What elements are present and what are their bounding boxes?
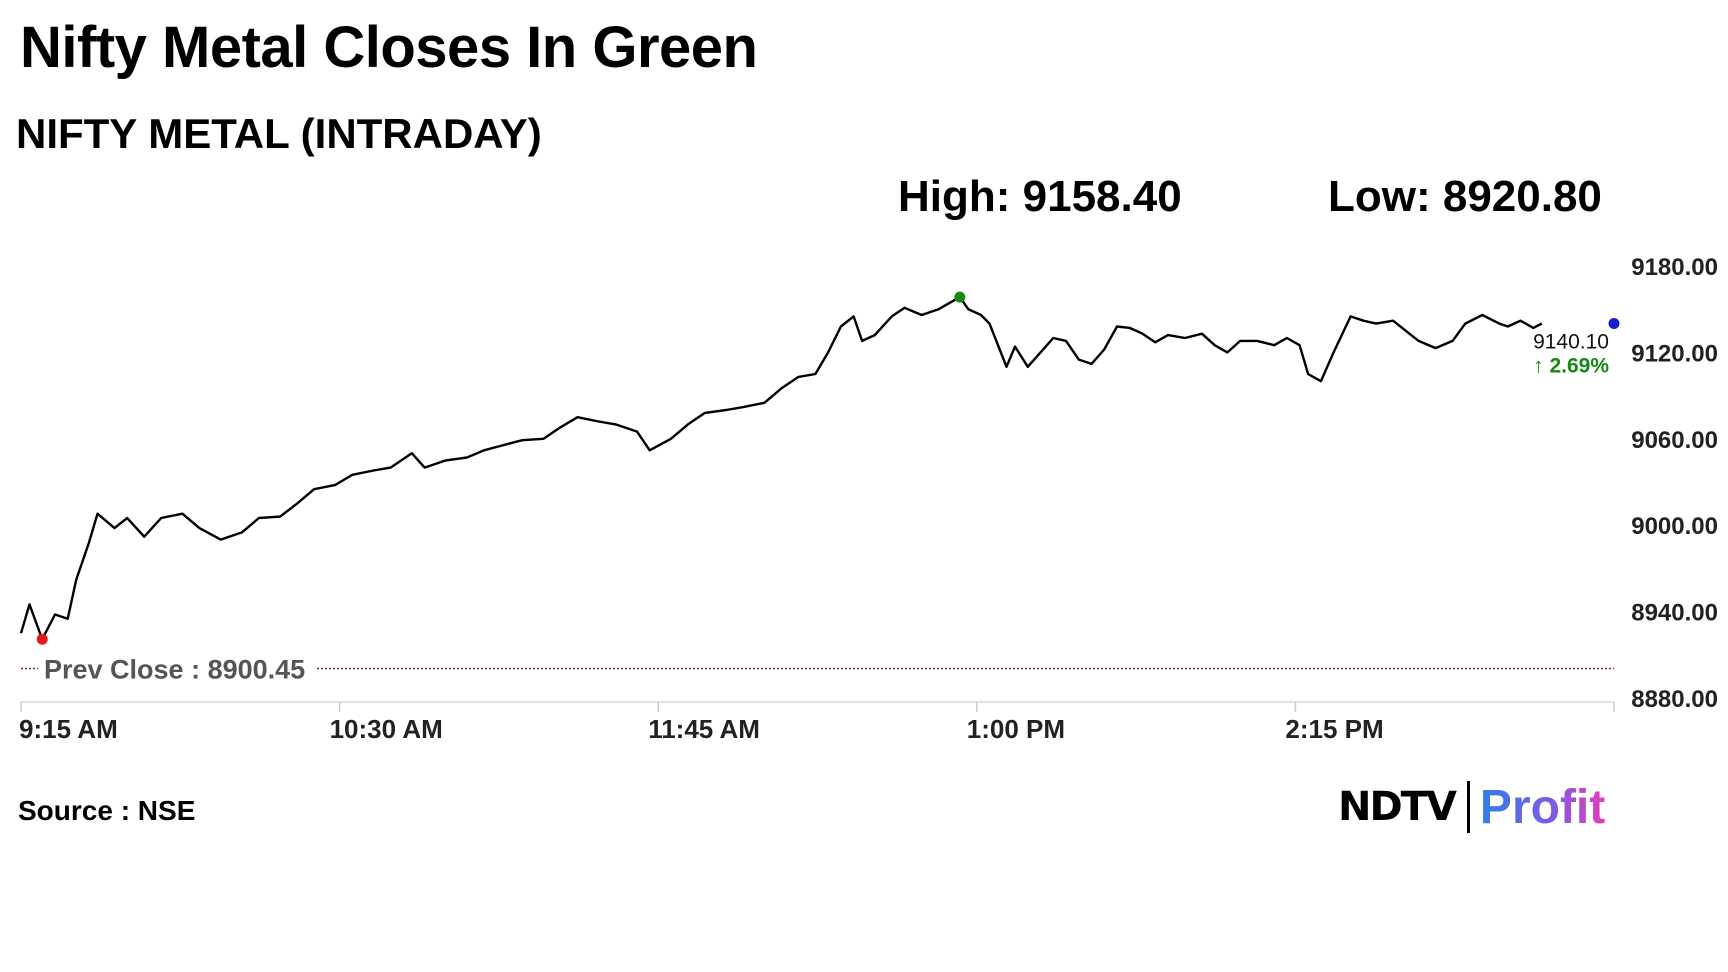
x-tick-label: 1:00 PM	[967, 714, 1065, 744]
x-tick-label: 2:15 PM	[1285, 714, 1383, 744]
y-tick-label: 9060.00	[1631, 427, 1718, 454]
prev-close-label-bg	[38, 650, 316, 685]
last-point-marker	[1608, 317, 1620, 329]
source-note: Source : NSE	[18, 795, 196, 826]
ndtv-profit-logo: NDTV Profit	[1338, 778, 1605, 836]
x-tick-label: 9:15 AM	[19, 714, 118, 744]
low-point-marker	[36, 633, 48, 645]
low-value: Low: 8920.80	[1328, 172, 1602, 221]
y-tick-label: 9120.00	[1631, 340, 1718, 367]
x-tick-label: 11:45 AM	[648, 714, 760, 744]
y-tick-label: 8880.00	[1631, 686, 1718, 713]
y-tick-label: 9180.00	[1631, 254, 1718, 281]
logo-brand-text: NDTV	[1338, 784, 1457, 830]
chart-subtitle: NIFTY METAL (INTRADAY)	[16, 110, 542, 157]
high-point-marker	[954, 291, 966, 303]
logo-product-text: Profit	[1479, 780, 1606, 834]
change-percent-label: ↑ 2.69%	[1533, 354, 1609, 377]
price-line	[19, 295, 1543, 641]
intraday-line-chart: 8880.00 8940.00 9000.00 9060.00 9120.00 9180.…	[19, 254, 1718, 744]
logo-divider	[1466, 781, 1470, 833]
y-tick-label: 9000.00	[1631, 513, 1718, 540]
y-tick-label: 8940.00	[1631, 600, 1718, 627]
prev-close-label: Prev Close : 8900.45	[44, 655, 305, 685]
last-value-label: 9140.10	[1533, 330, 1609, 353]
high-value: High: 9158.40	[898, 172, 1182, 221]
headline: Nifty Metal Closes In Green	[20, 15, 758, 80]
x-tick-label: 10:30 AM	[330, 714, 443, 744]
